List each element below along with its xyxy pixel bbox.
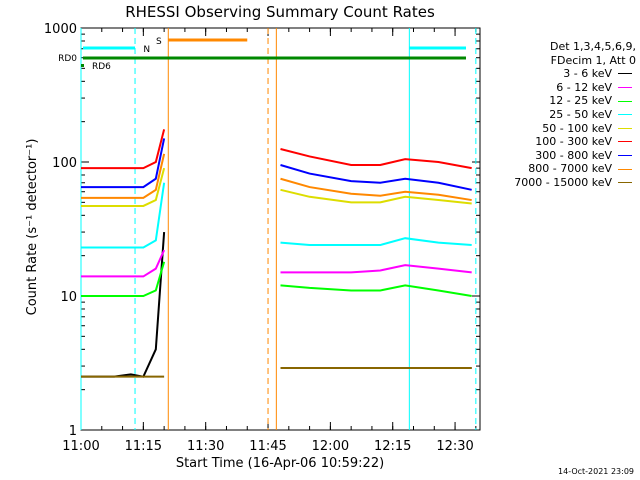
legend-entry-label: 25 - 50 keV: [549, 107, 612, 121]
series-line: [280, 148, 472, 170]
legend-swatch: [618, 100, 632, 102]
x-tick-label: 12:30: [436, 439, 473, 454]
series-line: [81, 129, 166, 170]
series-line: [81, 261, 166, 297]
x-tick-label: 12:00: [312, 439, 349, 454]
legend-entry: 300 - 800 keV: [486, 149, 636, 163]
legend: Det 1,3,4,5,6,9, FDecim 1, Att 0 3 - 6 k…: [486, 40, 636, 190]
legend-swatch: [618, 127, 632, 129]
chart-title: RHESSI Observing Summary Count Rates: [125, 3, 435, 21]
night-label: N: [143, 45, 150, 55]
legend-header-line-2: FDecim 1, Att 0: [550, 53, 636, 67]
legend-entry-label: 3 - 6 keV: [563, 67, 612, 81]
rd0-label: RD0: [58, 54, 77, 64]
legend-entry: 3 - 6 keV: [486, 67, 636, 81]
legend-entry: 100 - 300 keV: [486, 135, 636, 149]
series-line: [280, 264, 472, 274]
legend-swatch: [618, 73, 632, 75]
saa-label: S: [156, 37, 162, 47]
render-timestamp: 14-Oct-2021 23:09: [558, 467, 634, 476]
legend-swatch: [618, 155, 632, 157]
series-line: [280, 164, 472, 191]
y-tick-label: 1: [69, 424, 77, 439]
legend-entry: 25 - 50 keV: [486, 108, 636, 122]
legend-header-line-1: Det 1,3,4,5,6,9,: [549, 40, 636, 53]
series-line: [81, 231, 166, 378]
legend-entry-label: 7000 - 15000 keV: [514, 175, 612, 189]
x-tick-label: 11:15: [125, 439, 162, 454]
rd6-marker: [81, 64, 84, 67]
x-tick-label: 11:00: [62, 439, 99, 454]
legend-entry-label: 12 - 25 keV: [549, 94, 612, 108]
legend-swatch: [618, 114, 632, 116]
y-tick-label: 10: [60, 290, 77, 305]
y-tick-label: 1000: [44, 22, 77, 37]
x-tick-label: 12:15: [374, 439, 411, 454]
legend-entry: 50 - 100 keV: [486, 122, 636, 136]
legend-swatch: [618, 87, 632, 89]
series-line: [280, 177, 472, 202]
legend-swatch: [618, 141, 632, 143]
x-axis-label: Start Time (16-Apr-06 10:59:22): [176, 456, 384, 471]
legend-entry: 7000 - 15000 keV: [486, 176, 636, 190]
series-line: [81, 167, 166, 207]
x-tick-label: 11:30: [187, 439, 224, 454]
legend-entry: 12 - 25 keV: [486, 94, 636, 108]
rd6-label: RD6: [92, 62, 111, 72]
plot-area: 1 10 100 1000 11:00 11:15 11:30 11:45 12:00 12:15…: [44, 22, 481, 454]
series-line: [280, 284, 472, 297]
y-tick-label: 100: [52, 156, 77, 171]
series-line: [280, 237, 472, 247]
legend-entry-label: 100 - 300 keV: [535, 135, 612, 149]
legend-swatch: [618, 182, 632, 184]
series-line: [81, 249, 166, 278]
series-line: [81, 138, 166, 189]
legend-entry-label: 6 - 12 keV: [556, 80, 612, 94]
legend-entry-label: 800 - 7000 keV: [528, 162, 612, 176]
legend-entry: 6 - 12 keV: [486, 81, 636, 95]
series-line: [280, 188, 472, 205]
legend-entry-label: 300 - 800 keV: [535, 148, 612, 162]
y-axis-label: Count Rate (s⁻¹ detector⁻¹): [25, 139, 40, 316]
series-line: [81, 153, 166, 199]
x-tick-label: 11:45: [249, 439, 286, 454]
legend-entry: 800 - 7000 keV: [486, 162, 636, 176]
series-line: [81, 182, 166, 249]
plot-frame: [80, 27, 481, 431]
legend-entry-label: 50 - 100 keV: [542, 121, 612, 135]
legend-swatch: [618, 168, 632, 170]
